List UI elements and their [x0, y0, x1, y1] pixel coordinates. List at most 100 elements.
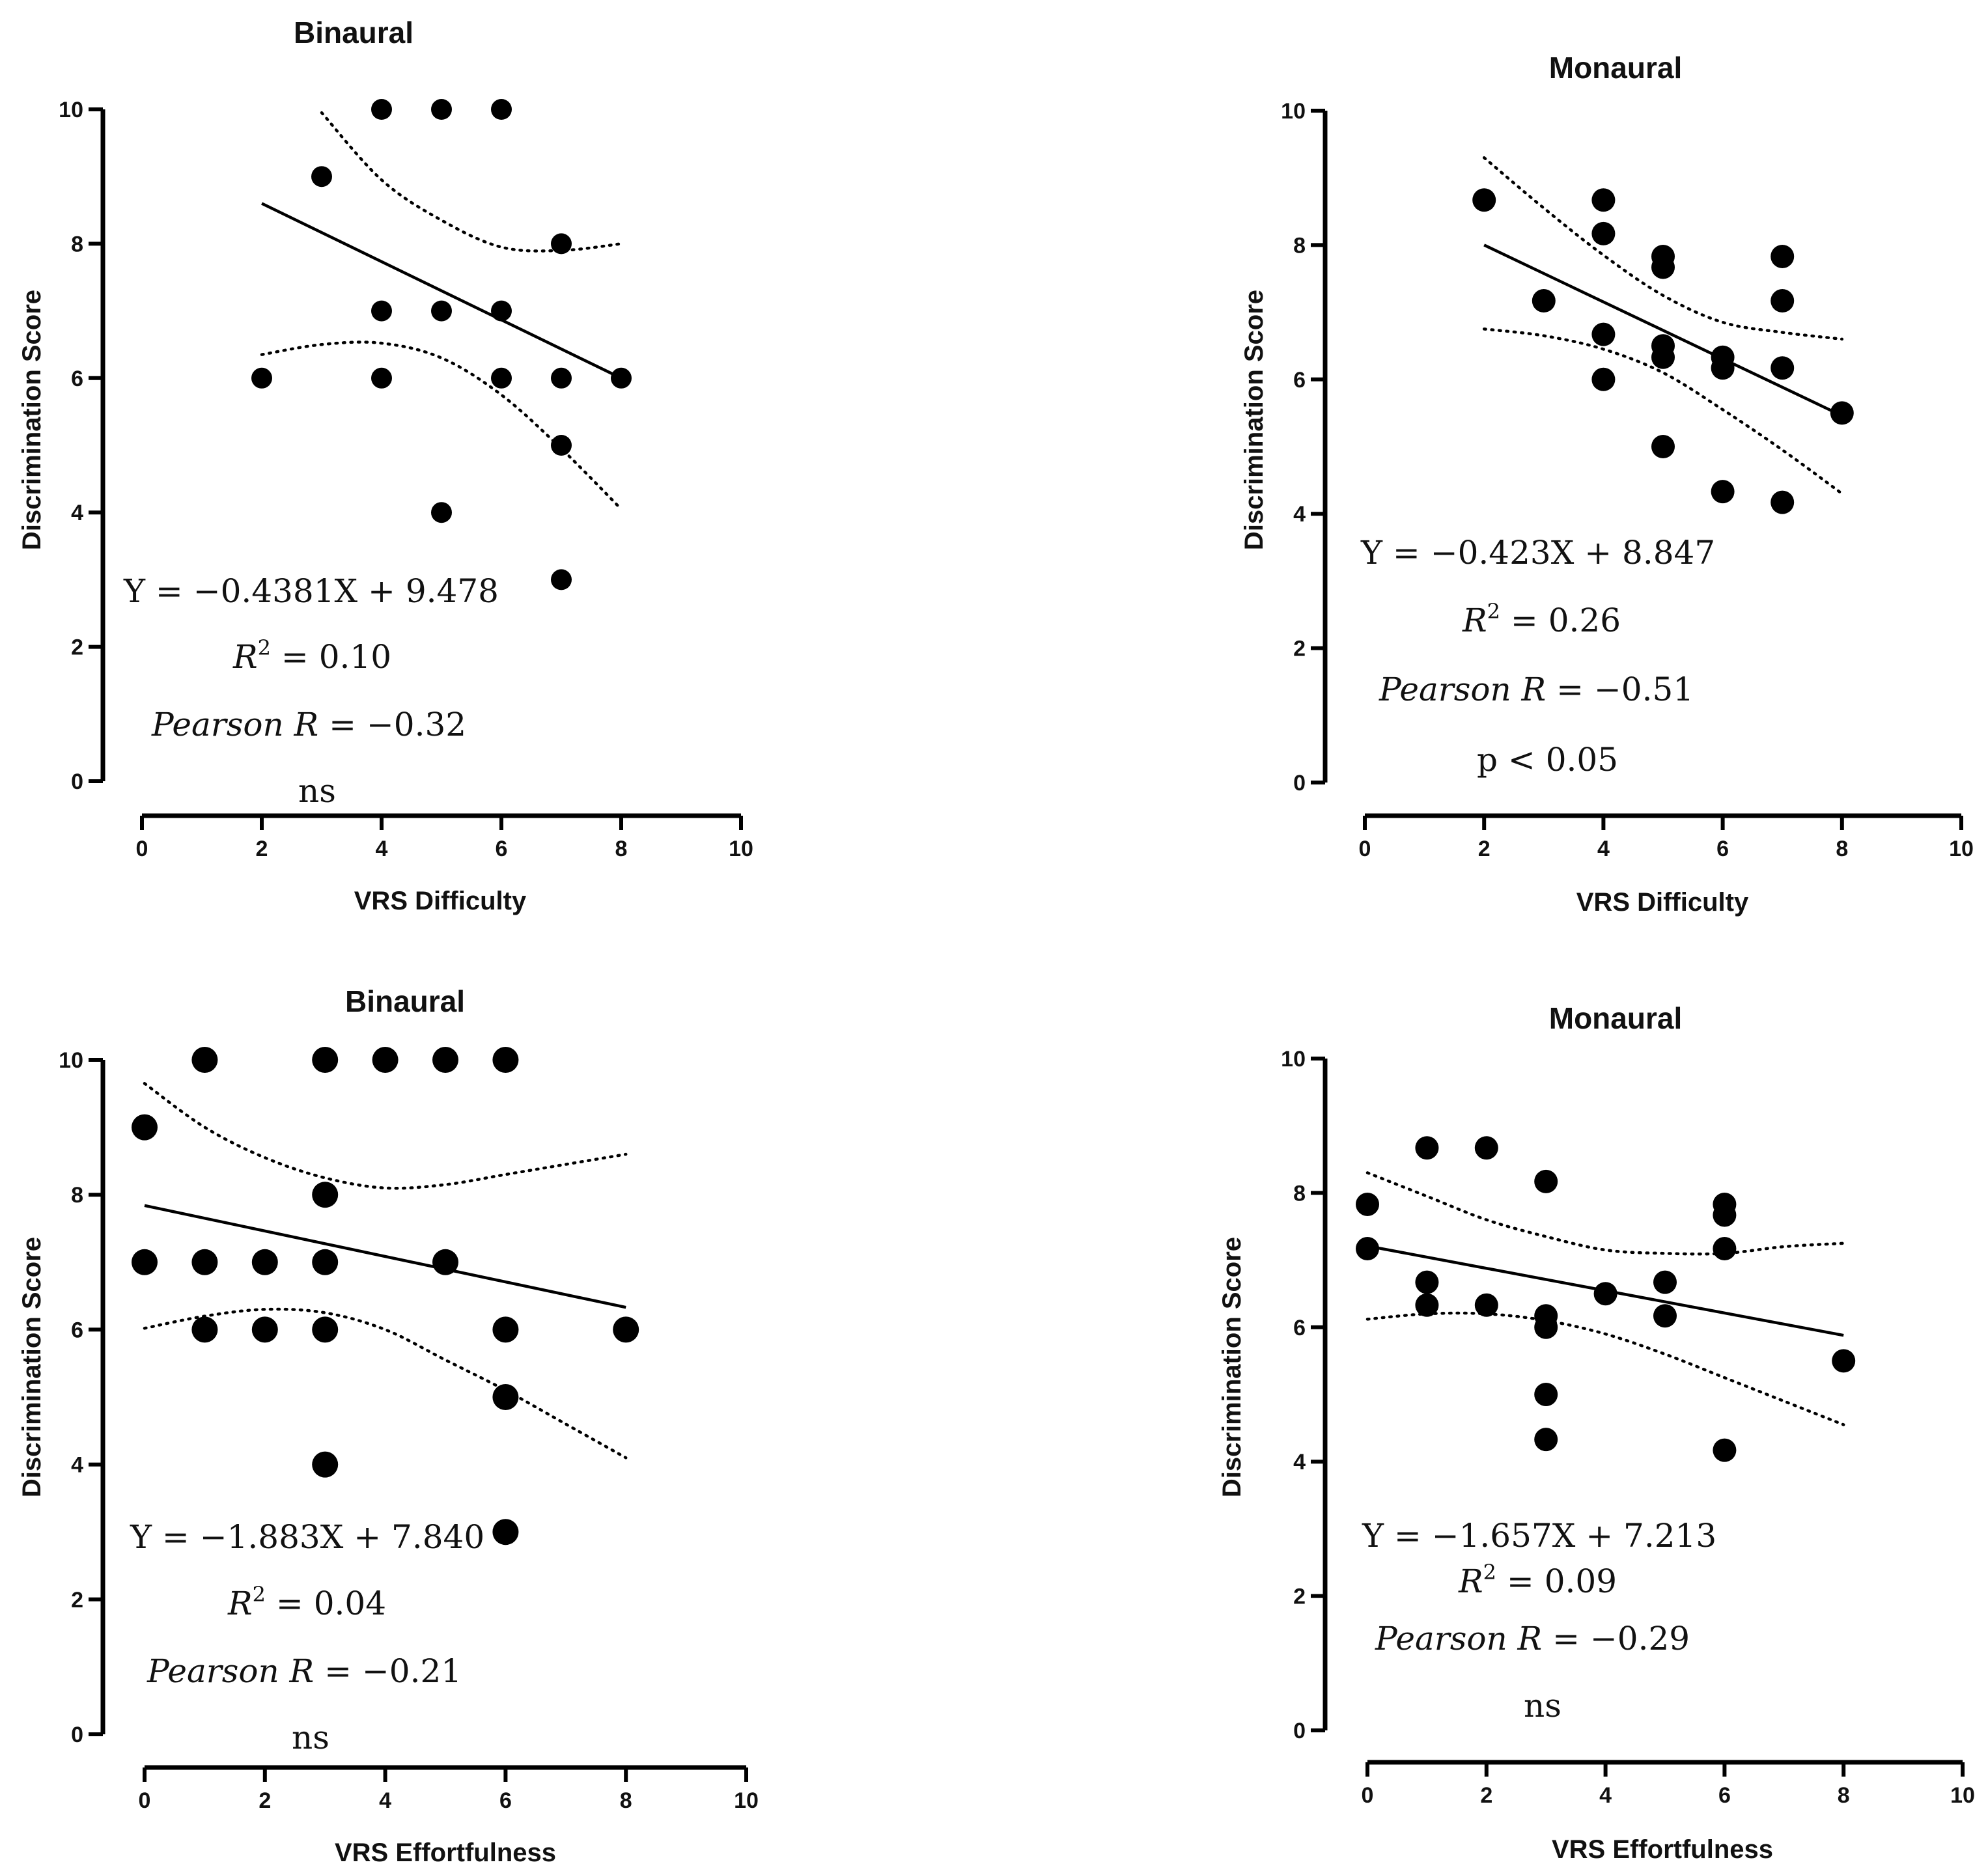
data-point [1532, 289, 1556, 313]
y-tick-label: 2 [1293, 637, 1306, 661]
panel-title: Binaural [294, 16, 413, 49]
regression-equation: Y = −0.4381X + 9.478 [123, 572, 499, 610]
y-axis-title: Discrimination Score [18, 1237, 46, 1497]
data-point [1830, 401, 1854, 425]
data-point [1534, 1383, 1558, 1406]
data-point [1415, 1136, 1439, 1160]
x-tick-label: 8 [1838, 1783, 1850, 1808]
data-point [1651, 435, 1675, 458]
x-tick-label: 0 [1362, 1783, 1374, 1808]
pearson-r: Pearson R = −0.21 [147, 1652, 462, 1690]
x-tick-label: 8 [615, 837, 628, 861]
y-tick-label: 4 [1293, 1450, 1306, 1475]
data-point [551, 367, 572, 389]
regression-equation: Y = −1.883X + 7.840 [130, 1518, 484, 1556]
data-point [491, 367, 512, 389]
x-tick-label: 4 [376, 837, 388, 861]
r-squared: R2 = 0.26 [1462, 599, 1621, 639]
y-tick-label: 10 [1281, 1047, 1306, 1072]
significance-label: ns [1524, 1687, 1561, 1725]
regression-line [144, 1204, 626, 1309]
data-point [492, 1384, 519, 1410]
regression-equation: Y = −0.423X + 8.847 [1360, 534, 1715, 572]
x-tick-label: 0 [1359, 837, 1371, 861]
panel-title: Monaural [1549, 51, 1682, 85]
data-point [492, 1047, 519, 1073]
data-point [312, 1249, 339, 1275]
data-point [1711, 356, 1735, 380]
data-point [1591, 367, 1616, 391]
data-point [431, 300, 452, 322]
panel-binaural-difficulty: Binaural Discrimination Score VRS Diffic… [18, 16, 753, 915]
x-tick-label: 10 [729, 837, 753, 861]
data-point [191, 1316, 218, 1343]
data-point [432, 1249, 458, 1275]
y-tick-label: 2 [71, 635, 83, 660]
y-tick-label: 10 [59, 98, 83, 122]
y-axis-title: Discrimination Score [18, 290, 46, 550]
data-point [1651, 255, 1675, 279]
data-point [312, 1047, 339, 1073]
ci-upper-band [1365, 1171, 1845, 1256]
data-point [1711, 480, 1735, 504]
x-axis-title: VRS Difficulty [1576, 888, 1749, 917]
y-tick-label: 8 [71, 232, 83, 256]
data-point [613, 1316, 639, 1343]
pearson-r: Pearson R = −0.29 [1375, 1620, 1690, 1657]
x-tick-label: 6 [496, 837, 508, 861]
data-point [551, 569, 572, 590]
data-point [1534, 1315, 1558, 1339]
data-point [1713, 1237, 1737, 1261]
panel-title: Monaural [1549, 1001, 1682, 1035]
x-tick-label: 10 [1949, 837, 1974, 861]
regression-line [261, 202, 622, 380]
y-axis-title: Discrimination Score [1240, 290, 1268, 550]
x-axis-title: VRS Effortfulness [1552, 1835, 1773, 1864]
x-tick-label: 4 [1597, 837, 1610, 861]
ci-lower-band [260, 340, 623, 511]
data-point [1356, 1237, 1379, 1261]
data-point [1534, 1169, 1558, 1193]
data-point [551, 233, 572, 255]
ci-lower-band [1365, 1311, 1845, 1426]
data-point [1713, 1438, 1737, 1462]
y-tick-label: 0 [1293, 771, 1306, 796]
regression-equation: Y = −1.657X + 7.213 [1362, 1517, 1716, 1555]
y-tick-label: 8 [1293, 1181, 1306, 1206]
data-point [1356, 1192, 1379, 1216]
x-tick-label: 10 [1950, 1783, 1975, 1808]
x-axis-title: VRS Effortfulness [335, 1838, 556, 1867]
ci-lower-band [1482, 327, 1844, 495]
data-point [1832, 1349, 1856, 1373]
y-tick-label: 6 [1293, 1316, 1306, 1340]
x-tick-label: 4 [379, 1788, 391, 1813]
data-point [312, 1182, 339, 1208]
data-point [1591, 188, 1616, 212]
data-point [492, 1519, 519, 1545]
regression-line [1483, 243, 1843, 417]
stats-annotation: Y = −1.883X + 7.840 R2 = 0.04 Pearson R … [130, 1518, 484, 1756]
data-point [1771, 244, 1795, 268]
data-point [1771, 490, 1795, 514]
x-tick-label: 2 [256, 837, 268, 861]
x-tick-label: 4 [1599, 1783, 1612, 1808]
data-point [1534, 1428, 1558, 1452]
data-point [1591, 322, 1616, 346]
panel-binaural-effortfulness: Binaural Discrimination Score VRS Effort… [18, 984, 759, 1867]
data-point [312, 1316, 339, 1343]
panel-title: Binaural [345, 984, 465, 1018]
data-point [551, 435, 572, 456]
y-tick-label: 4 [71, 1453, 83, 1478]
y-tick-label: 6 [71, 367, 83, 391]
data-point [132, 1249, 158, 1275]
significance-label: ns [298, 772, 336, 810]
r-squared: R2 = 0.10 [232, 635, 391, 676]
data-point [1474, 1293, 1498, 1317]
x-tick-label: 6 [1718, 1783, 1731, 1808]
y-tick-label: 4 [71, 501, 83, 525]
data-point [371, 300, 392, 322]
stats-annotation: Y = −0.4381X + 9.478 R2 = 0.10 Pearson R… [123, 572, 499, 810]
x-axis-title: VRS Difficulty [354, 887, 527, 915]
y-tick-label: 10 [1281, 99, 1306, 124]
